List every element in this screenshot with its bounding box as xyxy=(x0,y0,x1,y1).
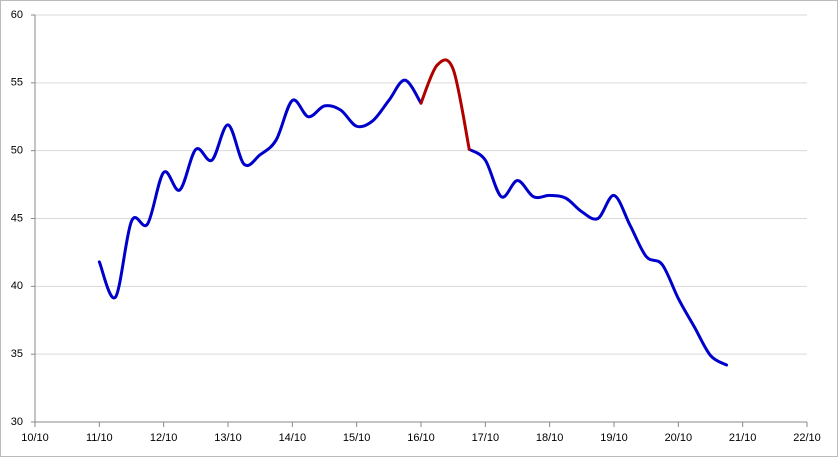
y-tick-label: 45 xyxy=(11,212,23,224)
x-tick-label: 15/10 xyxy=(343,432,371,444)
x-tick-label: 12/10 xyxy=(150,432,178,444)
x-tick-label: 17/10 xyxy=(472,432,500,444)
x-tick-label: 19/10 xyxy=(600,432,628,444)
y-tick-label: 50 xyxy=(11,145,23,157)
x-tick-label: 20/10 xyxy=(665,432,693,444)
line-series xyxy=(419,58,471,151)
x-tick-label: 14/10 xyxy=(279,432,307,444)
x-tick-label: 22/10 xyxy=(793,432,821,444)
y-tick-label: 55 xyxy=(11,77,23,89)
x-tick-label: 11/10 xyxy=(86,432,113,444)
x-tick-label: 21/10 xyxy=(729,432,757,444)
x-tick-label: 10/10 xyxy=(21,432,49,444)
line-series xyxy=(97,78,729,367)
y-tick-label: 35 xyxy=(11,348,23,360)
y-tick-label: 40 xyxy=(11,280,23,292)
x-tick-label: 13/10 xyxy=(214,432,242,444)
x-tick-label: 16/10 xyxy=(407,432,435,444)
y-tick-label: 60 xyxy=(11,9,23,21)
y-tick-label: 30 xyxy=(11,416,23,428)
x-tick-label: 18/10 xyxy=(536,432,564,444)
